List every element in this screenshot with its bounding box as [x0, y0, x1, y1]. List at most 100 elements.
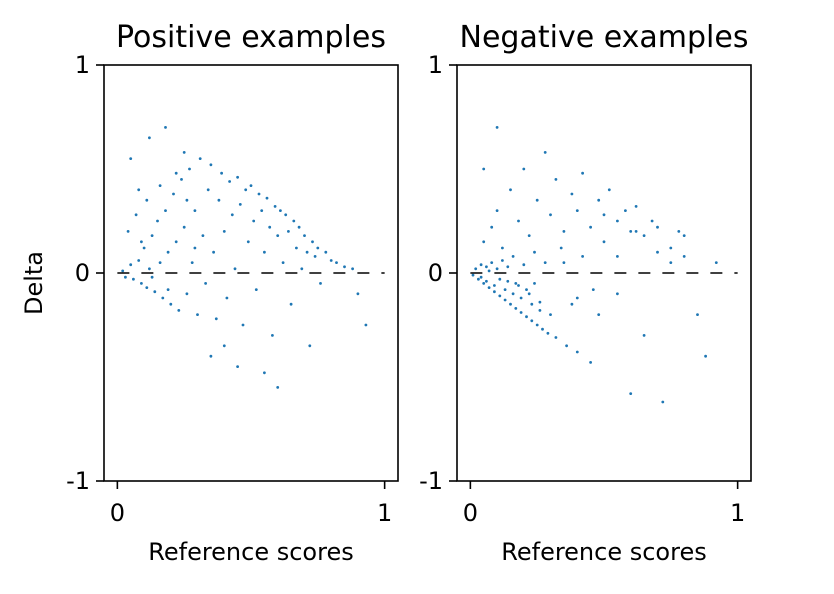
data-point: [634, 230, 638, 233]
y-axis-label: Delta: [20, 251, 48, 315]
x-tick-label: 1: [377, 499, 392, 527]
data-point: [308, 344, 312, 348]
data-point: [581, 171, 584, 175]
data-point: [305, 250, 309, 254]
data-point: [482, 240, 486, 244]
data-point: [517, 284, 520, 287]
data-point: [517, 219, 520, 223]
chart-title: Positive examples: [116, 20, 386, 55]
data-point: [661, 400, 665, 404]
data-point: [541, 327, 544, 331]
data-point: [471, 273, 475, 277]
data-point: [522, 167, 526, 171]
y-tick-label: -1: [66, 467, 90, 495]
data-point: [209, 163, 213, 167]
data-point: [485, 279, 488, 283]
data-point: [313, 255, 317, 258]
data-point: [479, 275, 483, 279]
data-point: [514, 282, 518, 285]
data-point: [519, 311, 523, 314]
data-point: [575, 209, 579, 213]
data-point: [335, 261, 338, 264]
data-point: [166, 288, 170, 291]
data-point: [530, 319, 534, 323]
data-point: [249, 184, 253, 188]
data-point: [562, 261, 566, 264]
data-point: [303, 234, 306, 238]
data-point: [254, 288, 258, 291]
data-point: [498, 277, 502, 281]
data-point: [132, 277, 135, 281]
data-point: [519, 296, 523, 300]
data-point: [490, 225, 494, 229]
data-point: [527, 292, 531, 296]
data-point: [629, 392, 633, 395]
data-point: [525, 288, 528, 291]
data-point: [134, 213, 138, 217]
data-point: [220, 171, 224, 175]
data-point: [616, 292, 619, 296]
data-point: [292, 219, 296, 223]
data-point: [682, 234, 686, 238]
data-point: [271, 334, 274, 337]
data-point: [252, 219, 256, 223]
y-tick-label: 1: [428, 51, 443, 79]
data-point: [238, 203, 242, 206]
data-point: [503, 298, 507, 302]
data-point: [161, 296, 165, 300]
data-point: [214, 317, 218, 321]
data-point: [281, 261, 285, 264]
x-axis-label: Reference scores: [148, 538, 353, 566]
data-point: [589, 225, 592, 229]
data-point: [319, 282, 322, 285]
x-axis-label: Reference scores: [501, 538, 706, 566]
data-point: [166, 250, 170, 254]
scatter-points: [471, 126, 718, 404]
data-point: [538, 309, 542, 312]
data-point: [530, 302, 534, 306]
data-point: [158, 261, 162, 264]
data-point: [273, 205, 277, 208]
data-point: [129, 157, 133, 161]
data-point: [506, 279, 510, 283]
y-tick-label: 1: [75, 51, 90, 79]
data-point: [268, 225, 272, 229]
data-point: [295, 246, 298, 250]
data-point: [495, 209, 499, 213]
data-point: [570, 302, 574, 306]
data-point: [554, 336, 558, 339]
data-point: [140, 240, 143, 244]
data-point: [591, 288, 595, 291]
data-point: [150, 275, 154, 279]
data-point: [209, 354, 213, 358]
data-point: [474, 267, 478, 271]
data-point: [343, 265, 346, 269]
data-point: [487, 286, 491, 289]
x-tick-label: 0: [110, 499, 125, 527]
data-point: [198, 157, 202, 161]
data-point: [356, 292, 360, 296]
data-point: [546, 331, 550, 335]
data-point: [487, 269, 491, 273]
data-point: [589, 361, 592, 364]
data-point: [148, 136, 151, 140]
data-point: [126, 230, 130, 233]
data-point: [501, 246, 504, 250]
data-point: [164, 126, 167, 129]
data-point: [495, 126, 499, 129]
data-point: [642, 334, 646, 337]
data-point: [190, 261, 194, 264]
data-point: [696, 313, 699, 316]
data-point: [140, 282, 143, 285]
data-point: [311, 240, 314, 244]
data-point: [575, 350, 579, 354]
data-point: [581, 255, 584, 258]
data-point: [230, 213, 234, 217]
data-point: [137, 259, 141, 262]
data-point: [263, 250, 266, 254]
data-point: [597, 313, 601, 316]
data-point: [682, 255, 686, 258]
data-point: [137, 188, 141, 192]
